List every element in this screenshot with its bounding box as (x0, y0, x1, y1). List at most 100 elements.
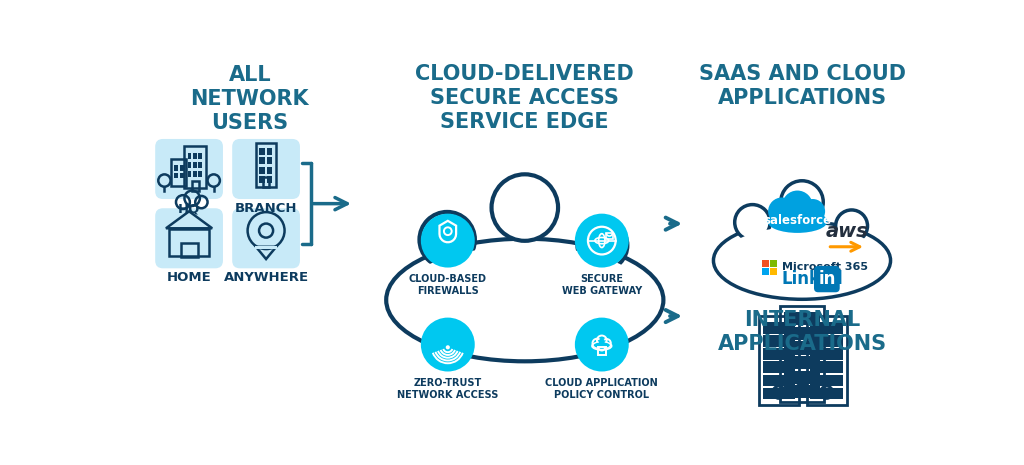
Bar (605, 233, 613, 239)
Circle shape (804, 202, 822, 220)
Ellipse shape (767, 210, 827, 233)
Bar (263, 177, 269, 187)
Bar (783, 385, 820, 399)
Bar (763, 375, 795, 386)
Bar (184, 146, 206, 188)
Bar (779, 306, 824, 402)
Ellipse shape (492, 174, 558, 241)
Ellipse shape (714, 222, 891, 299)
Bar (763, 335, 795, 347)
Bar (256, 143, 276, 187)
Bar (783, 371, 820, 384)
Bar (810, 388, 843, 399)
Bar (759, 316, 799, 405)
Bar (810, 375, 843, 386)
Bar (259, 166, 264, 173)
Circle shape (785, 194, 809, 218)
Bar (187, 162, 191, 168)
Ellipse shape (784, 184, 820, 220)
Bar (174, 165, 177, 171)
FancyBboxPatch shape (232, 208, 300, 268)
Circle shape (599, 339, 605, 345)
Text: SECURE
WEB GATEWAY: SECURE WEB GATEWAY (562, 274, 642, 296)
Bar (199, 162, 202, 168)
Text: salesforce: salesforce (763, 214, 831, 227)
Ellipse shape (420, 212, 475, 267)
Bar (259, 176, 264, 183)
Bar (180, 173, 183, 178)
FancyBboxPatch shape (232, 139, 300, 199)
Text: ANYWHERE: ANYWHERE (223, 272, 308, 285)
Circle shape (421, 318, 475, 372)
Text: in: in (818, 270, 836, 288)
Bar (783, 341, 820, 354)
Text: aws: aws (825, 222, 868, 241)
Bar (267, 176, 272, 183)
FancyBboxPatch shape (156, 139, 223, 199)
Circle shape (574, 213, 629, 267)
Bar (255, 246, 278, 249)
Ellipse shape (737, 207, 767, 237)
FancyBboxPatch shape (156, 208, 223, 268)
Text: Linked: Linked (781, 270, 843, 288)
Bar (770, 260, 777, 267)
Bar (783, 327, 820, 340)
Bar (187, 171, 191, 178)
Bar (267, 158, 272, 164)
Bar (174, 173, 177, 178)
Bar (763, 388, 795, 399)
Bar (259, 148, 264, 155)
Bar (783, 356, 820, 369)
Bar (199, 171, 202, 178)
Bar (763, 361, 795, 373)
Bar (763, 322, 795, 334)
Bar (193, 162, 197, 168)
Bar (810, 361, 843, 373)
Ellipse shape (497, 179, 553, 236)
Circle shape (772, 201, 793, 222)
Bar (770, 268, 777, 275)
Bar (193, 171, 197, 178)
Bar (762, 260, 769, 267)
Text: BRANCH: BRANCH (234, 202, 297, 215)
Text: INTERNAL
APPLICATIONS: INTERNAL APPLICATIONS (718, 310, 887, 354)
Bar (267, 166, 272, 173)
Bar (267, 148, 272, 155)
Ellipse shape (582, 224, 624, 266)
Text: CLOUD-BASED
FIREWALLS: CLOUD-BASED FIREWALLS (409, 274, 486, 296)
Bar (193, 153, 197, 159)
Bar (191, 181, 199, 191)
Circle shape (801, 199, 825, 224)
Ellipse shape (836, 210, 867, 242)
Ellipse shape (594, 342, 609, 348)
Bar (259, 158, 264, 164)
Bar (180, 165, 183, 171)
Bar (810, 335, 843, 347)
Circle shape (782, 191, 813, 221)
Ellipse shape (397, 246, 652, 354)
Ellipse shape (386, 239, 664, 361)
Ellipse shape (578, 220, 628, 270)
Bar (169, 229, 209, 256)
Circle shape (445, 345, 450, 349)
Ellipse shape (721, 226, 884, 295)
Bar (763, 348, 795, 360)
Ellipse shape (838, 213, 865, 239)
Text: Microsoft 365: Microsoft 365 (782, 262, 868, 272)
Bar (171, 159, 186, 186)
Text: HOME: HOME (167, 272, 211, 285)
Bar (783, 312, 820, 326)
Ellipse shape (770, 213, 824, 230)
Bar (180, 243, 198, 257)
Ellipse shape (780, 181, 823, 223)
Bar (598, 347, 606, 355)
Bar (807, 316, 847, 405)
Bar (810, 348, 843, 360)
Circle shape (574, 318, 629, 372)
Circle shape (421, 213, 475, 267)
Circle shape (768, 198, 796, 225)
Ellipse shape (734, 205, 770, 240)
Bar (187, 153, 191, 159)
Text: HQ: HQ (178, 202, 201, 215)
Text: SAAS AND CLOUD
APPLICATIONS: SAAS AND CLOUD APPLICATIONS (698, 64, 905, 107)
